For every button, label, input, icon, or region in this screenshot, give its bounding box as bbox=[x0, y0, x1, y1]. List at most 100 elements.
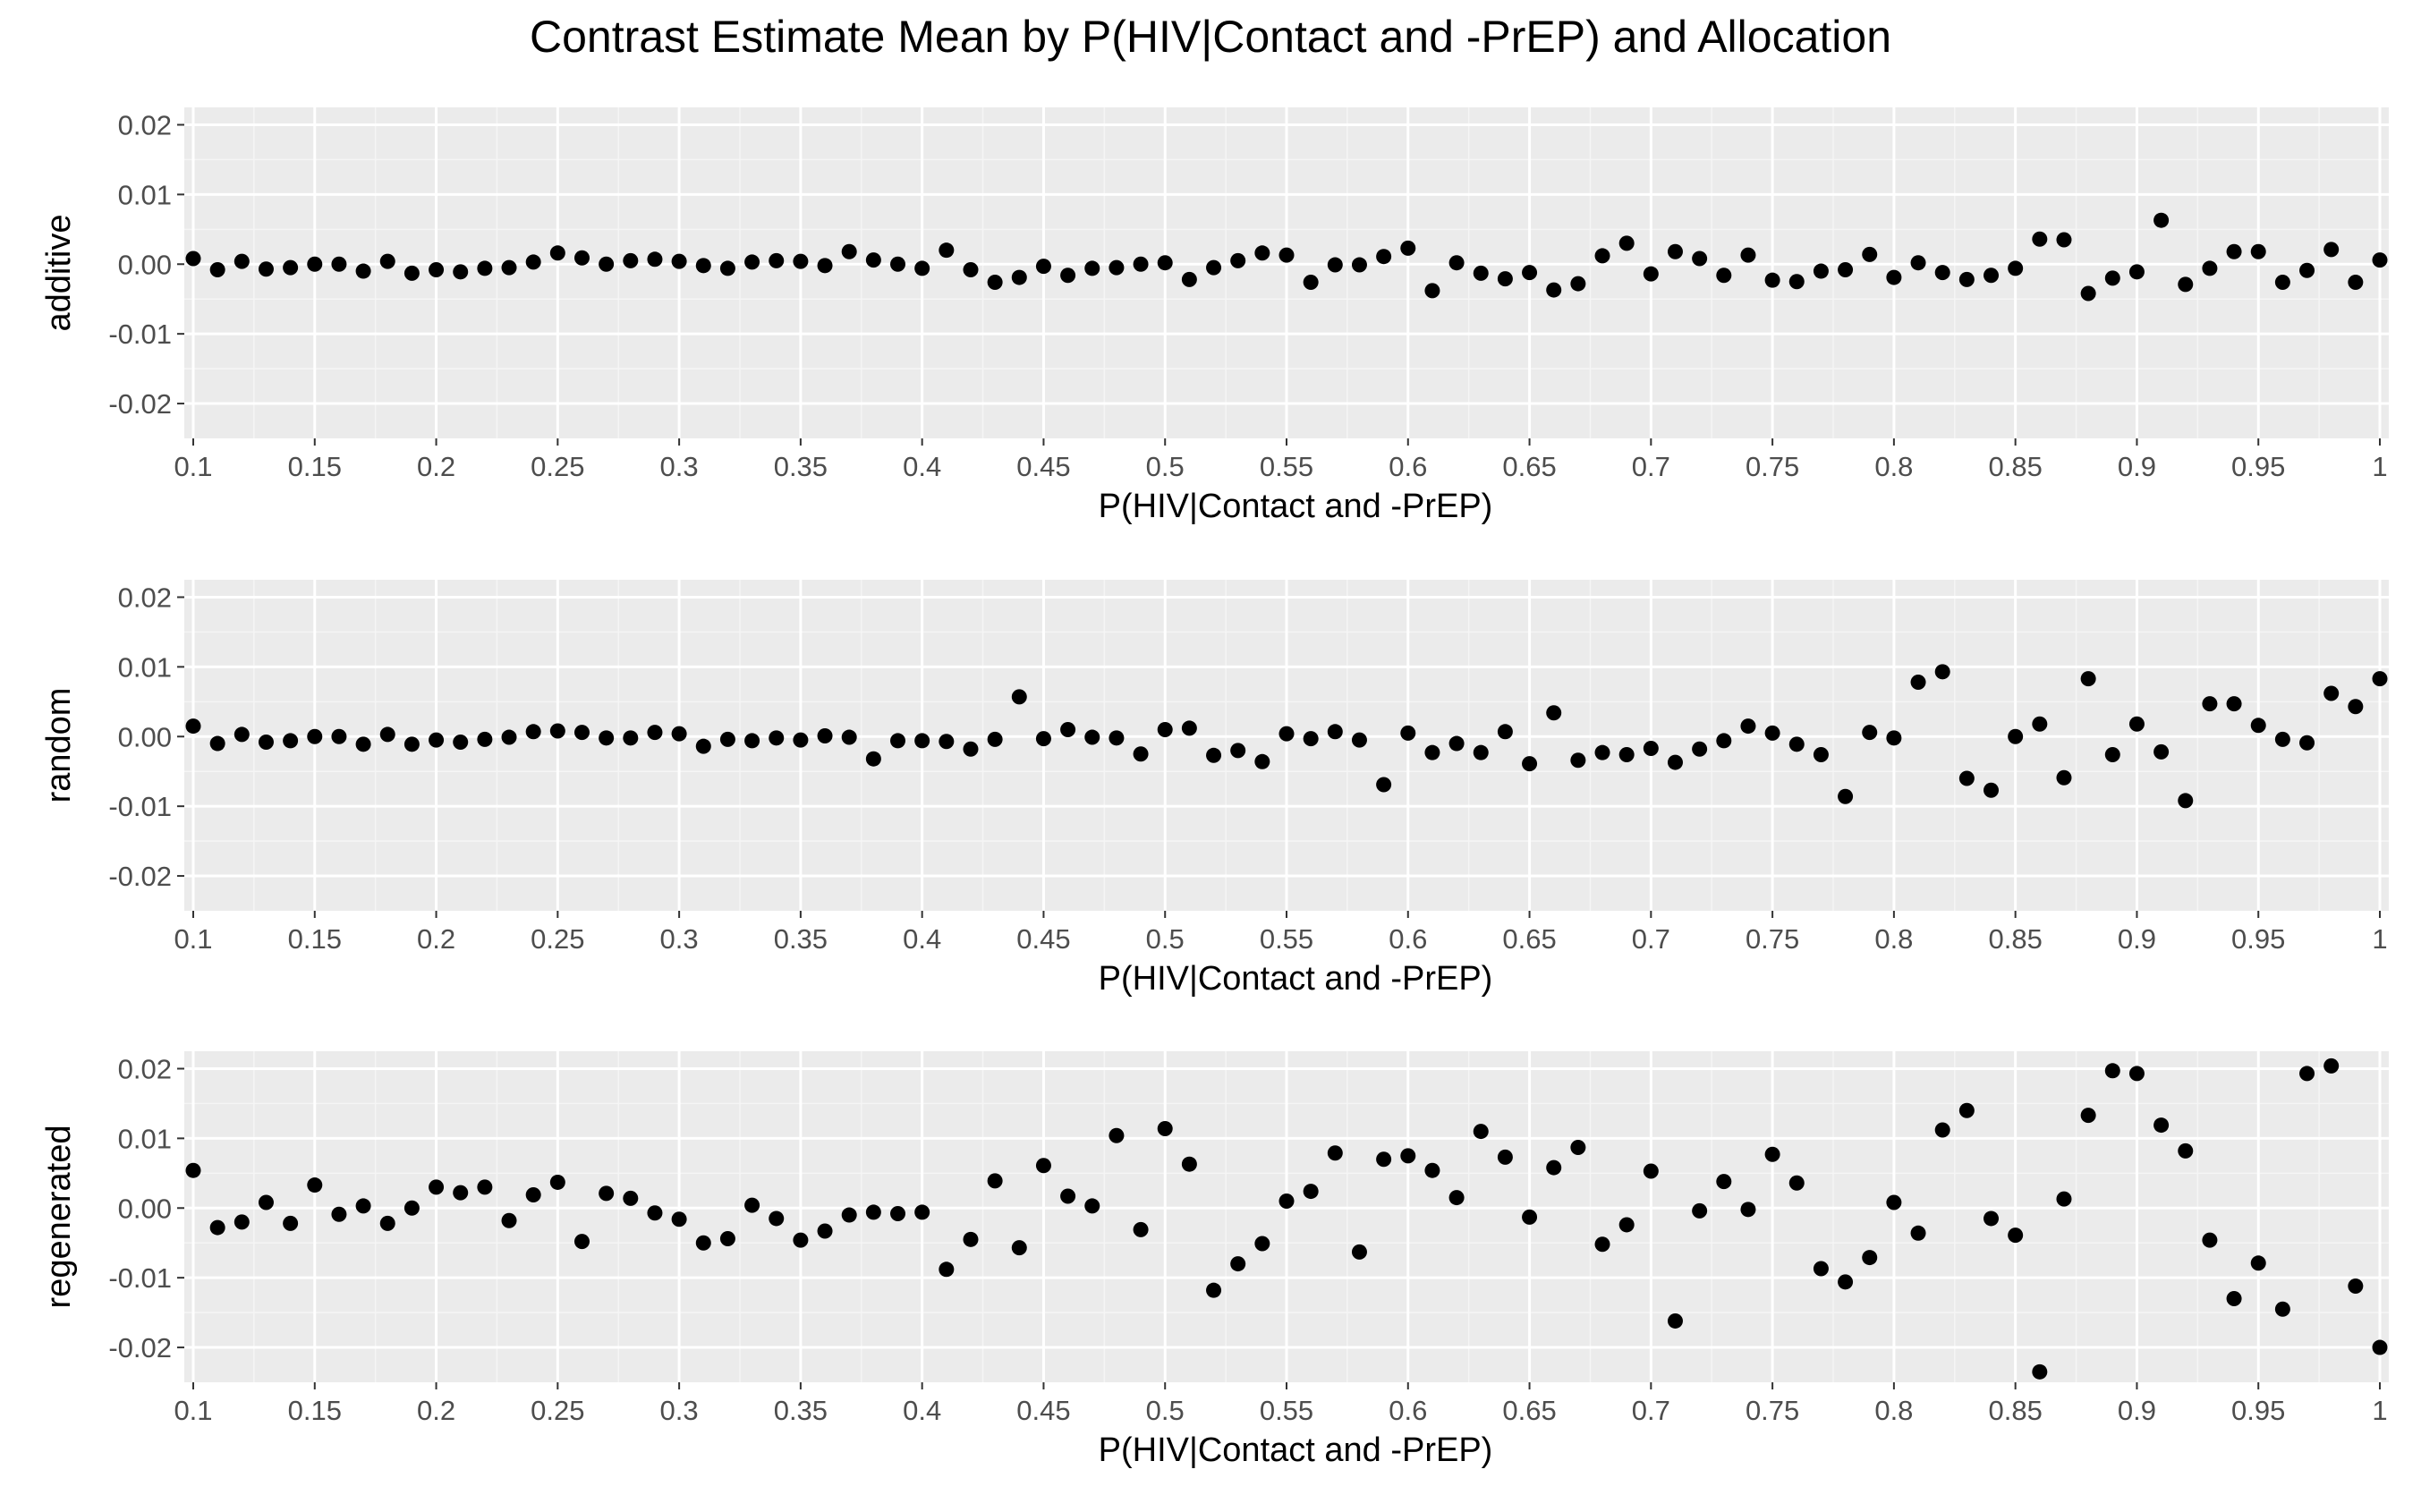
x-tick-label: 0.25 bbox=[531, 451, 584, 482]
data-point bbox=[1473, 265, 1489, 281]
data-point bbox=[1692, 1202, 1708, 1219]
x-tick-label: 0.35 bbox=[774, 1395, 828, 1426]
data-point bbox=[2348, 275, 2364, 291]
data-point bbox=[1862, 246, 1878, 262]
y-tick-label: 0.01 bbox=[118, 1123, 172, 1154]
data-point bbox=[2299, 1066, 2315, 1082]
x-tick-label: 0.1 bbox=[174, 451, 212, 482]
data-point bbox=[2178, 793, 2194, 809]
data-point bbox=[283, 259, 299, 276]
data-point bbox=[2056, 1191, 2072, 1207]
data-point bbox=[1813, 747, 1829, 763]
data-point bbox=[1984, 268, 2000, 284]
x-tick-label: 0.6 bbox=[1389, 923, 1427, 955]
data-point bbox=[1886, 269, 1902, 285]
data-point bbox=[2202, 1232, 2218, 1248]
data-point bbox=[599, 256, 615, 272]
data-point bbox=[1424, 744, 1440, 760]
data-point bbox=[671, 1211, 687, 1227]
data-point bbox=[1400, 1148, 1416, 1164]
data-point bbox=[841, 1207, 857, 1223]
data-point bbox=[1910, 675, 1926, 691]
data-point bbox=[1206, 259, 1222, 276]
data-point bbox=[1813, 263, 1829, 279]
data-point bbox=[1618, 1217, 1635, 1233]
data-point bbox=[307, 1177, 323, 1193]
data-point bbox=[209, 261, 225, 277]
data-point bbox=[1934, 265, 1950, 281]
data-point bbox=[817, 727, 833, 743]
panel-random: -0.02 -0.01 0.00 0.01 0.02 0.1 0.15 0.2 0.25 0.3 0… bbox=[40, 580, 2389, 998]
data-point bbox=[1035, 1158, 1051, 1174]
x-tick-label: 0.45 bbox=[1016, 451, 1070, 482]
data-point bbox=[2128, 716, 2145, 732]
data-point bbox=[2153, 1117, 2170, 1134]
data-point bbox=[695, 738, 711, 754]
data-point bbox=[744, 733, 760, 749]
data-point bbox=[671, 253, 687, 269]
data-point bbox=[1109, 1127, 1125, 1143]
data-point bbox=[209, 735, 225, 752]
data-point bbox=[2056, 232, 2072, 248]
data-point bbox=[793, 732, 809, 748]
data-point bbox=[1716, 1174, 1732, 1190]
data-point bbox=[1060, 1188, 1076, 1204]
x-tick-label: 0.55 bbox=[1260, 451, 1313, 482]
data-point bbox=[1643, 1163, 1659, 1179]
data-point bbox=[355, 736, 371, 752]
data-point bbox=[865, 1204, 881, 1220]
data-point bbox=[2008, 260, 2024, 276]
data-point bbox=[1327, 257, 1343, 273]
data-point bbox=[1594, 744, 1610, 760]
y-axis-title: random bbox=[40, 688, 78, 803]
data-point bbox=[355, 1198, 371, 1214]
data-point bbox=[914, 260, 930, 276]
data-point bbox=[1230, 1256, 1246, 1272]
data-point bbox=[2226, 1291, 2242, 1307]
x-tick-label: 0.4 bbox=[903, 451, 941, 482]
data-point bbox=[1643, 741, 1659, 757]
x-tick-label: 0.65 bbox=[1502, 1395, 1556, 1426]
data-point bbox=[2372, 252, 2388, 268]
data-point bbox=[769, 252, 785, 268]
data-point bbox=[258, 734, 274, 750]
data-point bbox=[549, 1174, 565, 1190]
data-point bbox=[283, 1215, 299, 1231]
data-point bbox=[1740, 1202, 1756, 1218]
data-point bbox=[2274, 731, 2290, 747]
data-point bbox=[817, 1223, 833, 1239]
data-point bbox=[185, 1162, 201, 1178]
data-point bbox=[793, 1232, 809, 1248]
y-axis-title: regenerated bbox=[40, 1126, 78, 1309]
data-point bbox=[1400, 240, 1416, 256]
data-point bbox=[1303, 1184, 1319, 1200]
data-point bbox=[939, 242, 955, 259]
data-point bbox=[2323, 685, 2340, 701]
data-point bbox=[501, 1212, 517, 1228]
data-point bbox=[963, 1231, 979, 1247]
data-point bbox=[379, 726, 395, 743]
data-point bbox=[963, 741, 979, 757]
y-tick-label: 0.02 bbox=[118, 582, 172, 613]
data-point bbox=[283, 733, 299, 749]
y-tick-label: 0.00 bbox=[118, 249, 172, 280]
data-point bbox=[404, 736, 420, 752]
x-tick-label: 0.85 bbox=[1988, 923, 2042, 955]
data-point bbox=[525, 1186, 541, 1202]
data-point bbox=[1934, 664, 1950, 680]
data-point bbox=[525, 724, 541, 740]
data-point bbox=[599, 1185, 615, 1202]
data-point bbox=[1522, 756, 1538, 772]
data-point bbox=[1278, 247, 1295, 263]
x-tick-label: 1 bbox=[2372, 451, 2387, 482]
data-point bbox=[2008, 728, 2024, 744]
data-point bbox=[1886, 730, 1902, 746]
data-point bbox=[647, 1205, 663, 1221]
data-point bbox=[1011, 689, 1027, 705]
x-tick-label: 0.15 bbox=[288, 451, 342, 482]
data-point bbox=[1473, 1124, 1489, 1140]
data-point bbox=[2202, 696, 2218, 712]
x-tick-label: 0.1 bbox=[174, 923, 212, 955]
data-point bbox=[1351, 257, 1367, 273]
x-tick-label: 0.85 bbox=[1988, 451, 2042, 482]
